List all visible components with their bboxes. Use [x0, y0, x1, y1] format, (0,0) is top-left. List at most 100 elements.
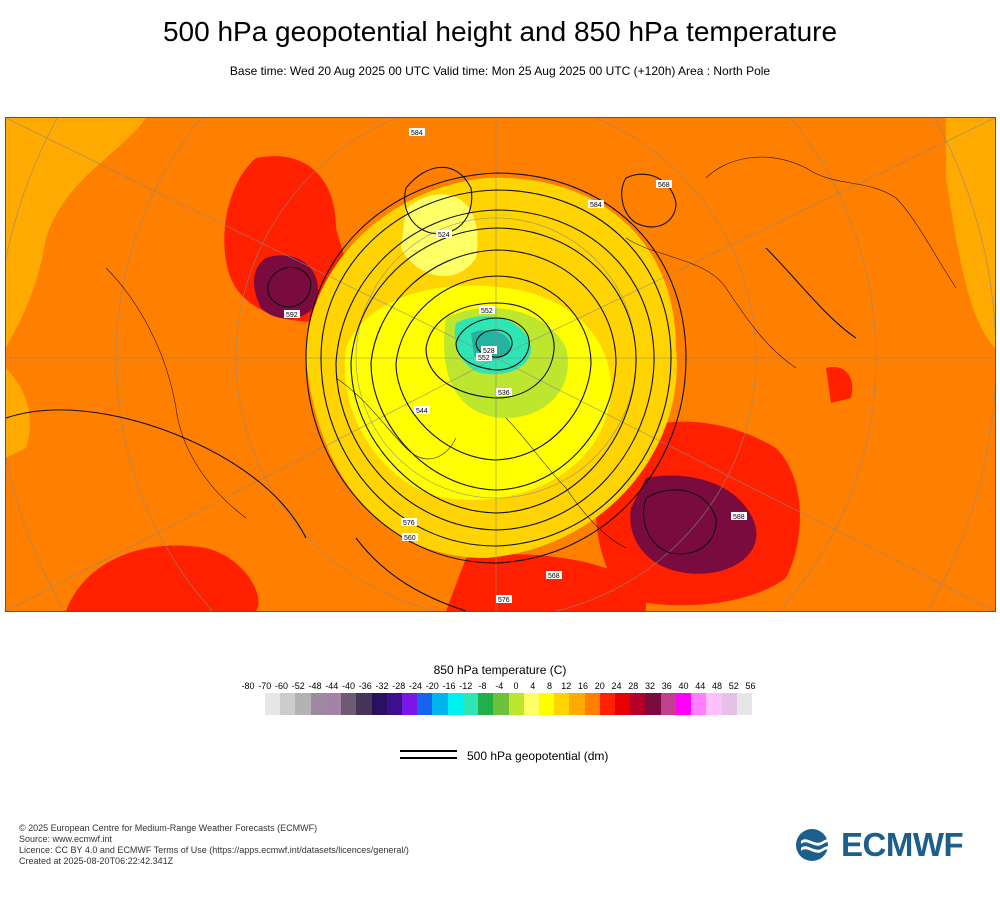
legend-tick-label: -16: [442, 681, 456, 691]
legend-swatch: [325, 693, 342, 715]
legend-tick-label: 52: [728, 681, 739, 691]
legend-tick-label: -8: [478, 681, 487, 691]
legend-colorbar: [265, 693, 752, 715]
legend-swatch: [630, 693, 646, 715]
legend-swatch: [310, 693, 326, 715]
contour-label-14: 576: [496, 595, 512, 604]
contour-label-3: 528: [481, 346, 497, 355]
legend-swatch: [280, 693, 296, 715]
svg-text:576: 576: [403, 520, 415, 527]
contour-key-label: 500 hPa geopotential (dm): [467, 749, 609, 763]
temp-patch-amber-west: [6, 118, 146, 348]
svg-text:560: 560: [404, 535, 416, 542]
ecmwf-logo-icon: [796, 829, 837, 861]
legend-swatch: [721, 693, 737, 715]
legend-tick-label: 32: [644, 681, 655, 691]
legend-tick-label: 12: [561, 681, 572, 691]
legend-swatch: [508, 693, 524, 715]
svg-text:568: 568: [548, 573, 560, 580]
ecmwf-logo-text: ECMWF: [841, 826, 964, 863]
legend-tick-label: -20: [425, 681, 439, 691]
contour-label-4: 576: [401, 518, 417, 527]
legend-swatch: [554, 693, 570, 715]
legend-tick-label: -28: [392, 681, 406, 691]
legend-tick-label: 4: [530, 681, 536, 691]
legend-swatch: [371, 693, 387, 715]
legend-swatch: [341, 693, 357, 715]
legend-swatch: [478, 693, 494, 715]
legend-ticks: -80 -70 -60 -52 -48 -44 -40 -36 -32 -28 -24 -20 -16-…: [0, 681, 1000, 693]
credit-source: Source: www.ecmwf.int: [19, 834, 113, 844]
temp-patch-amber-sw: [6, 368, 30, 458]
contour-label-12: 544: [414, 406, 430, 415]
legend-swatch: [538, 693, 555, 715]
legend-tick-label: -24: [408, 681, 422, 691]
legend-tick-label: -48: [308, 681, 322, 691]
legend-swatch: [660, 693, 676, 715]
contour-label-6: 568: [656, 180, 672, 189]
legend-tick-label: -70: [258, 681, 272, 691]
legend-tick-label: 0: [513, 681, 519, 691]
legend-tick-label: 56: [745, 681, 756, 691]
credits: © 2025 European Centre for Medium-Range …: [19, 823, 409, 867]
contour-label-2: 552: [479, 306, 495, 315]
chart-title: 500 hPa geopotential height and 850 hPa …: [162, 16, 838, 47]
contour-key-line: [400, 748, 460, 762]
legend-swatch: [599, 693, 616, 715]
legend-swatch: [386, 693, 402, 715]
legend-tick-label: 8: [546, 681, 552, 691]
weather-map[interactable]: 584 552 528 576 560 568 592 584 588 524 …: [5, 117, 996, 612]
legend-tick-label: 28: [628, 681, 639, 691]
legend-tick-label: -40: [341, 681, 355, 691]
contour-labels: 584 552 528 576 560 568 592 584 588 524 …: [284, 128, 747, 604]
contour-label-15: 568: [546, 571, 562, 580]
legend-swatch: [265, 693, 281, 715]
legend-title: 850 hPa temperature (C): [433, 663, 567, 677]
svg-text:592: 592: [286, 312, 298, 319]
svg-text:588: 588: [733, 514, 745, 521]
svg-text:528: 528: [483, 348, 495, 355]
legend-swatch: [417, 693, 433, 715]
ecmwf-logo: ECMWF: [795, 826, 985, 866]
chart-subtitle: Base time: Wed 20 Aug 2025 00 UTC Valid …: [229, 64, 771, 78]
legend-tick-label: -4: [495, 681, 504, 691]
svg-text:576: 576: [498, 597, 510, 604]
contour-label-7: 592: [284, 310, 300, 319]
svg-text:552: 552: [481, 308, 493, 315]
temp-patch-red-south: [66, 545, 259, 611]
legend-swatch: [462, 693, 479, 715]
contour-label-9: 588: [731, 512, 747, 521]
legend-swatch: [432, 693, 448, 715]
legend-swatch: [736, 693, 752, 715]
legend-tick-label: 20: [594, 681, 605, 691]
legend-tick-label: 36: [661, 681, 672, 691]
svg-text:544: 544: [416, 408, 428, 415]
credit-created: Created at 2025-08-20T06:22:42.341Z: [19, 856, 174, 866]
legend-tick-label: -32: [375, 681, 389, 691]
legend-swatch: [295, 693, 311, 715]
svg-text:552: 552: [478, 355, 490, 362]
legend-swatch: [356, 693, 372, 715]
legend-tick-label: 48: [711, 681, 722, 691]
map-svg: 584 552 528 576 560 568 592 584 588 524 …: [6, 118, 995, 611]
legend-tick-label: 44: [695, 681, 706, 691]
legend-tick-label: -80: [241, 681, 255, 691]
legend-swatch: [523, 693, 539, 715]
svg-text:524: 524: [438, 232, 450, 239]
contour-label-1: 584: [409, 128, 425, 137]
legend-tick-label: -60: [274, 681, 288, 691]
contour-label-8: 584: [588, 200, 604, 209]
legend-swatch: [447, 693, 463, 715]
legend-swatch: [675, 693, 692, 715]
svg-text:568: 568: [658, 182, 670, 189]
contour-label-13: 552: [476, 353, 492, 362]
legend-swatch: [706, 693, 722, 715]
legend-tick-label: 24: [611, 681, 622, 691]
temp-patch-red-siberia: [826, 367, 853, 403]
legend-swatch: [691, 693, 707, 715]
legend-swatch: [615, 693, 631, 715]
temp-patch-amber-east: [946, 118, 995, 348]
contour-label-10: 524: [436, 230, 452, 239]
svg-text:584: 584: [411, 130, 423, 137]
legend-tick-label: -44: [325, 681, 339, 691]
